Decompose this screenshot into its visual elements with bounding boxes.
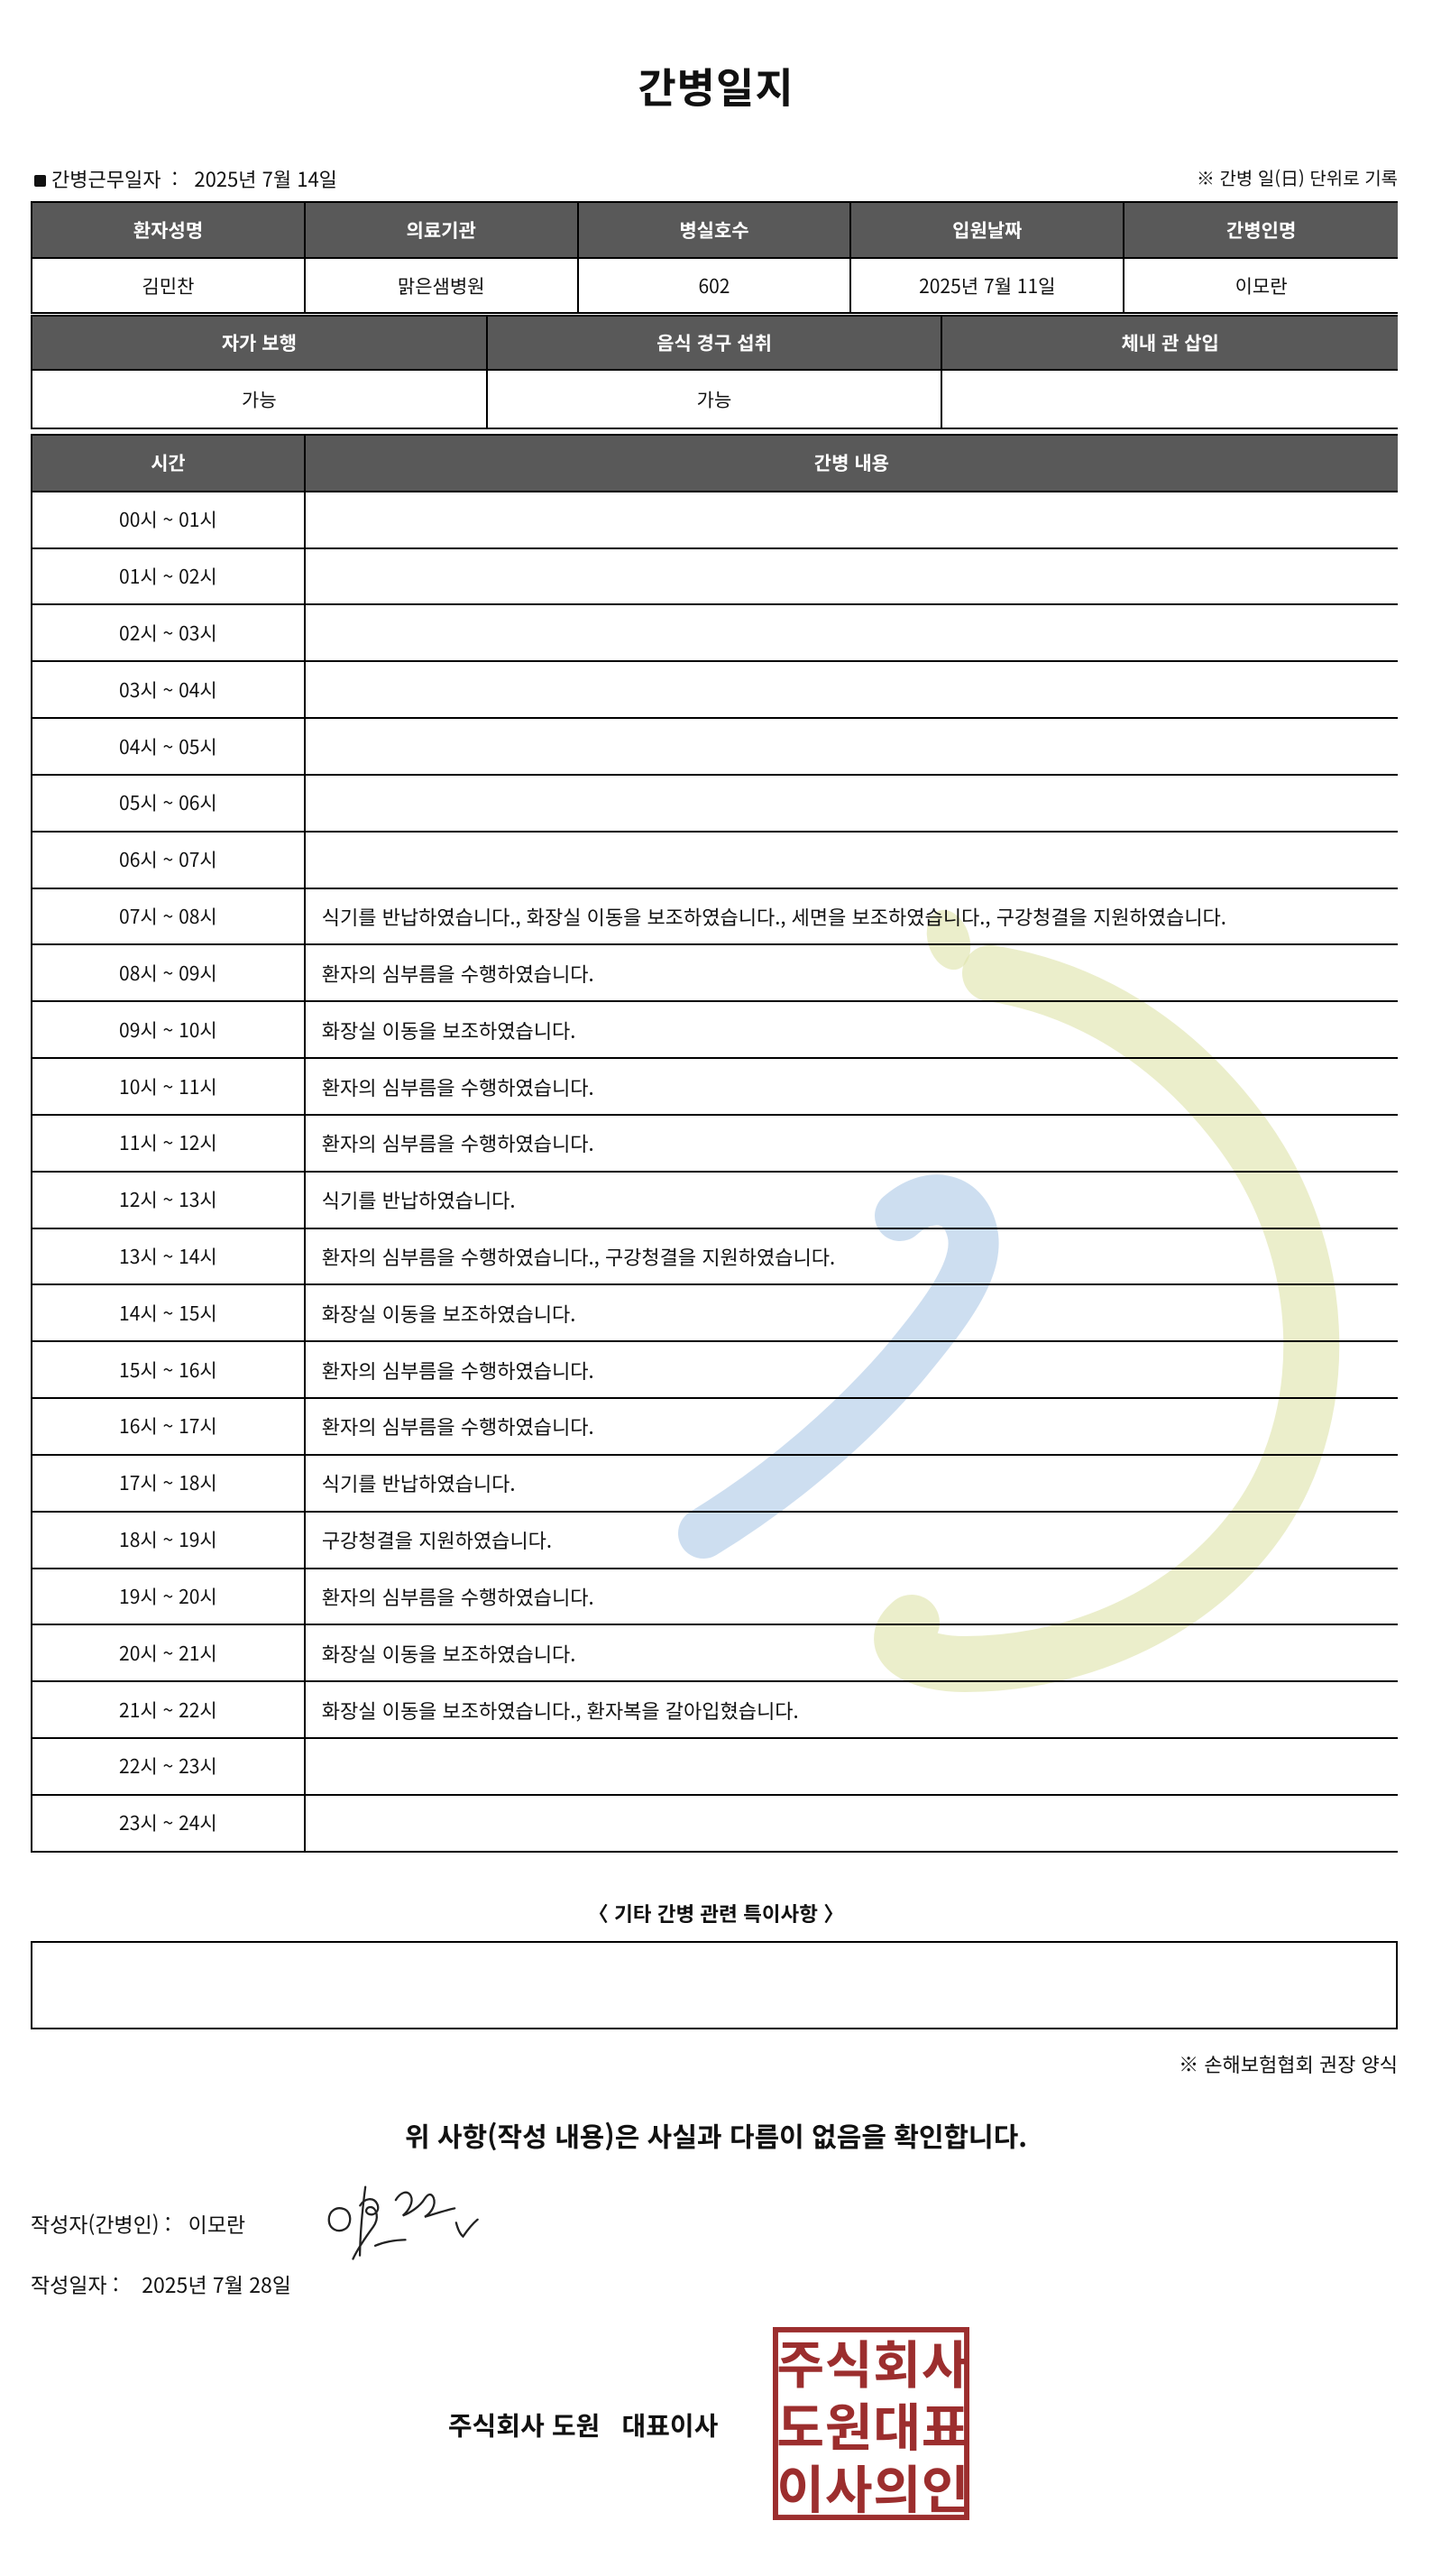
svg-text:사: 사 [825, 2448, 872, 2521]
svg-text:의: 의 [873, 2448, 919, 2521]
svg-text:인: 인 [922, 2448, 968, 2521]
svg-text:이: 이 [776, 2448, 822, 2521]
